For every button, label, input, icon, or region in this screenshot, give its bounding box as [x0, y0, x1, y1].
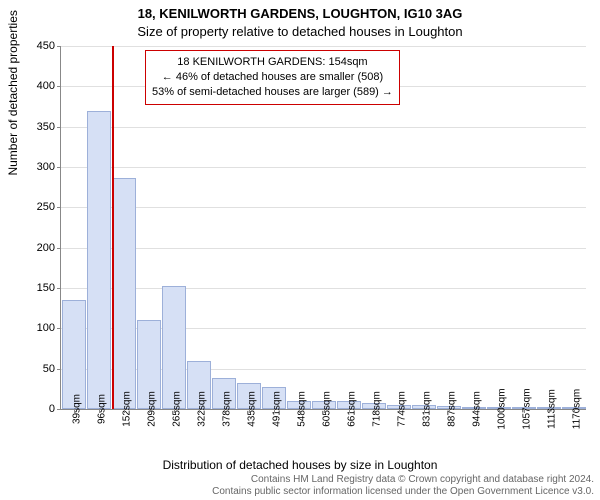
y-tick-mark: [57, 409, 61, 410]
reference-line: [112, 46, 114, 409]
x-tick-mark: [399, 409, 400, 413]
x-tick-mark: [474, 409, 475, 413]
x-tick-mark: [424, 409, 425, 413]
histogram-bar: [62, 300, 86, 409]
chart-subtitle: Size of property relative to detached ho…: [0, 24, 600, 39]
x-tick-mark: [549, 409, 550, 413]
bar-slot: 831sqm: [411, 46, 436, 409]
annotation-line: ← 46% of detached houses are smaller (50…: [152, 70, 393, 85]
x-tick-mark: [199, 409, 200, 413]
bar-slot: 39sqm: [61, 46, 86, 409]
histogram-bar: [87, 111, 111, 409]
footer-line-2: Contains public sector information licen…: [212, 486, 594, 497]
x-tick-mark: [99, 409, 100, 413]
annotation-line: 18 KENILWORTH GARDENS: 154sqm: [152, 55, 393, 70]
bar-slot: 887sqm: [436, 46, 461, 409]
plot-area: 05010015020025030035040045039sqm96sqm152…: [60, 46, 586, 410]
bar-slot: 1000sqm: [486, 46, 511, 409]
x-tick-mark: [349, 409, 350, 413]
annotation-line: 53% of semi-detached houses are larger (…: [152, 85, 393, 100]
annotation-box: 18 KENILWORTH GARDENS: 154sqm← 46% of de…: [145, 50, 400, 105]
attribution-footer: Contains HM Land Registry data © Crown c…: [0, 474, 594, 498]
histogram-chart: 18, KENILWORTH GARDENS, LOUGHTON, IG10 3…: [0, 0, 600, 500]
x-tick-mark: [299, 409, 300, 413]
x-tick-mark: [524, 409, 525, 413]
x-tick-mark: [249, 409, 250, 413]
y-axis-label: Number of detached properties: [6, 10, 20, 175]
chart-title-address: 18, KENILWORTH GARDENS, LOUGHTON, IG10 3…: [0, 6, 600, 21]
bar-slot: 96sqm: [86, 46, 111, 409]
bar-slot: 1170sqm: [561, 46, 586, 409]
x-tick-mark: [324, 409, 325, 413]
x-tick-mark: [574, 409, 575, 413]
x-tick-mark: [499, 409, 500, 413]
footer-line-1: Contains HM Land Registry data © Crown c…: [251, 474, 594, 485]
x-tick-mark: [74, 409, 75, 413]
x-tick-mark: [374, 409, 375, 413]
x-tick-mark: [124, 409, 125, 413]
x-tick-mark: [174, 409, 175, 413]
bar-slot: 152sqm: [111, 46, 136, 409]
bar-slot: 944sqm: [461, 46, 486, 409]
bar-slot: 1057sqm: [511, 46, 536, 409]
x-tick-mark: [274, 409, 275, 413]
histogram-bar: [112, 178, 136, 410]
x-tick-mark: [224, 409, 225, 413]
x-tick-mark: [449, 409, 450, 413]
x-tick-mark: [149, 409, 150, 413]
bar-slot: 1113sqm: [536, 46, 561, 409]
x-axis-label: Distribution of detached houses by size …: [0, 458, 600, 472]
